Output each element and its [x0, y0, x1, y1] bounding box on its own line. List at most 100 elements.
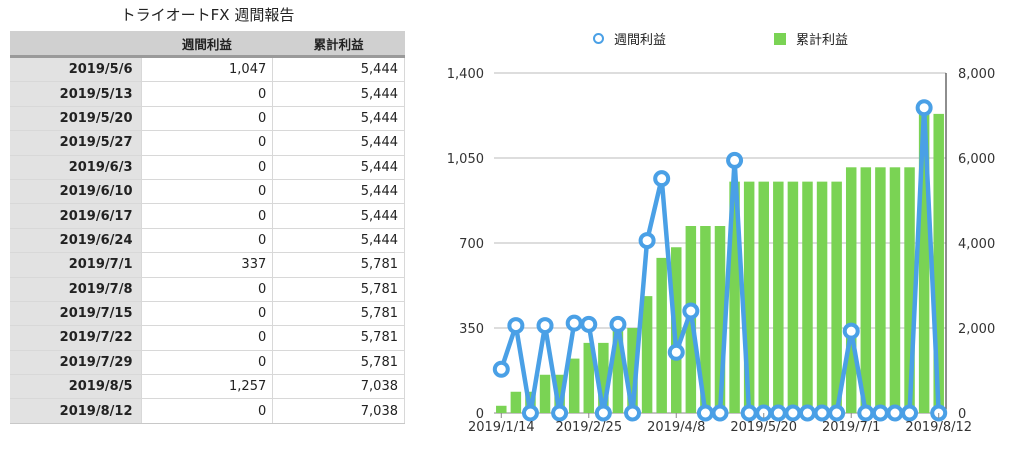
row-weekly-profit: 337 [141, 252, 274, 278]
bar-cumulative [816, 181, 828, 413]
table-row: 2019/8/5 1,257 7,038 [10, 374, 405, 400]
row-weekly-profit: 1,047 [141, 56, 274, 83]
row-date: 2019/7/1 [10, 252, 142, 278]
row-weekly-profit: 0 [141, 203, 274, 229]
row-cumulative-profit: 5,444 [272, 203, 405, 229]
row-weekly-profit: 0 [141, 179, 274, 205]
y-right-tick-label: 8,000 [958, 67, 995, 82]
row-date: 2019/7/22 [10, 325, 142, 351]
table-body: 2019/5/6 1,047 5,444 2019/5/13 0 5,444 2019/5/… [10, 56, 405, 424]
point-weekly [784, 404, 802, 422]
table-row: 2019/6/3 0 5,444 [10, 155, 405, 180]
report-title: トライオートFX 週間報告 [120, 6, 295, 24]
legend-circle-icon [593, 33, 604, 44]
table-header-row: 週間利益 累計利益 [10, 31, 405, 58]
bar-cumulative [845, 167, 857, 413]
table-row: 2019/7/1 337 5,781 [10, 252, 405, 278]
table-row: 2019/6/24 0 5,444 [10, 228, 405, 254]
row-date: 2019/5/13 [10, 81, 142, 107]
bar-cumulative [612, 328, 624, 413]
table-row: 2019/6/10 0 5,444 [10, 179, 405, 205]
row-date: 2019/7/29 [10, 350, 142, 376]
table-row: 2019/7/29 0 5,781 [10, 350, 405, 376]
bar-cumulative [554, 374, 565, 413]
row-cumulative-profit: 5,444 [272, 106, 405, 132]
bar-cumulative [700, 226, 711, 413]
table-row: 2019/7/15 0 5,781 [10, 301, 405, 327]
y-left-tick-label: 1,400 [447, 67, 484, 82]
table-row: 2019/8/12 0 7,038 [10, 398, 405, 424]
x-tick-label: 2019/2/25 [555, 420, 622, 435]
row-cumulative-profit: 5,444 [272, 155, 405, 180]
row-weekly-profit: 0 [141, 350, 274, 376]
point-weekly [886, 404, 904, 422]
y-left-tick-label: 1,050 [447, 152, 484, 167]
row-weekly-profit: 0 [141, 81, 274, 107]
bar-cumulative [496, 405, 507, 413]
row-cumulative-profit: 5,444 [272, 130, 405, 156]
x-tick-label: 2019/4/8 [647, 420, 705, 435]
point-weekly [842, 322, 860, 340]
point-weekly [594, 404, 612, 422]
row-weekly-profit: 0 [141, 301, 274, 327]
row-cumulative-profit: 5,781 [272, 301, 405, 327]
bar-cumulative [773, 181, 784, 413]
bar-cumulative [568, 358, 580, 413]
bar-cumulative [539, 374, 551, 413]
table-row: 2019/7/8 0 5,781 [10, 277, 405, 302]
row-date: 2019/7/8 [10, 277, 142, 302]
point-weekly [871, 404, 889, 422]
x-tick-label: 2019/5/20 [730, 420, 797, 435]
row-cumulative-profit: 7,038 [272, 398, 405, 424]
point-weekly [813, 404, 831, 422]
table-row: 2019/5/6 1,047 5,444 [10, 56, 405, 83]
row-date: 2019/6/10 [10, 179, 142, 205]
row-cumulative-profit: 5,781 [272, 277, 405, 302]
point-weekly [769, 404, 787, 422]
bar-cumulative [758, 181, 769, 413]
y-right-tick-label: 0 [958, 407, 966, 422]
point-weekly [711, 404, 729, 422]
row-cumulative-profit: 7,038 [272, 374, 405, 400]
bar-cumulative [904, 167, 915, 413]
row-cumulative-profit: 5,781 [272, 325, 405, 351]
row-cumulative-profit: 5,781 [272, 350, 405, 376]
y-right-tick-label: 2,000 [958, 322, 995, 337]
point-weekly [726, 151, 744, 169]
point-weekly [536, 317, 554, 335]
row-date: 2019/5/6 [10, 56, 142, 83]
point-weekly [828, 404, 846, 422]
table-row: 2019/5/20 0 5,444 [10, 106, 405, 132]
legend-item-cumulative: 累計利益 [774, 29, 848, 48]
row-date: 2019/5/27 [10, 130, 142, 156]
row-date: 2019/8/5 [10, 374, 142, 400]
row-cumulative-profit: 5,781 [272, 252, 405, 278]
bar-cumulative [627, 328, 638, 413]
row-weekly-profit: 1,257 [141, 374, 274, 400]
point-weekly [551, 404, 569, 422]
point-weekly [740, 404, 758, 422]
point-weekly [565, 314, 583, 332]
legend-square-icon [774, 32, 787, 45]
bar-cumulative [641, 296, 653, 413]
point-weekly [521, 404, 539, 422]
table-row: 2019/5/27 0 5,444 [10, 130, 405, 156]
bar-cumulative [875, 167, 886, 413]
point-weekly [492, 360, 510, 378]
row-weekly-profit: 0 [141, 228, 274, 254]
point-weekly [638, 232, 656, 250]
chart-legend: 週間利益 累計利益 [593, 29, 848, 48]
legend-label-weekly: 週間利益 [614, 33, 667, 48]
legend-item-weekly: 週間利益 [593, 29, 666, 48]
y-right-tick-label: 4,000 [958, 237, 995, 252]
point-weekly [609, 315, 627, 333]
table-row: 2019/7/22 0 5,781 [10, 325, 405, 351]
bar-cumulative [729, 181, 740, 413]
point-weekly [857, 404, 875, 422]
point-weekly [798, 404, 816, 422]
bar-cumulative [918, 113, 930, 413]
profit-chart: 0 0 350 2,000 700 4,000 1,050 6,000 1,400 8,000 20… [447, 67, 995, 435]
row-date: 2019/8/12 [10, 398, 142, 424]
x-tick-label: 2019/8/12 [905, 420, 972, 435]
row-date: 2019/6/3 [10, 155, 142, 180]
